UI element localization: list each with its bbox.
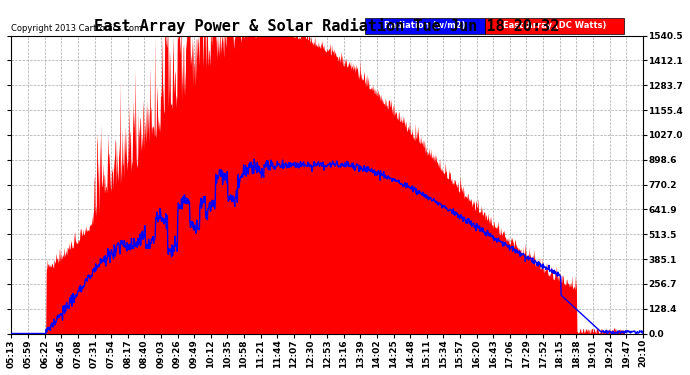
Text: Radiation (w/m2): Radiation (w/m2)	[384, 21, 466, 30]
Text: Copyright 2013 Cartronics.com: Copyright 2013 Cartronics.com	[12, 24, 143, 33]
FancyBboxPatch shape	[485, 18, 624, 34]
FancyBboxPatch shape	[365, 18, 485, 34]
Text: East Array (DC Watts): East Array (DC Watts)	[503, 21, 606, 30]
Title: East Array Power & Solar Radiation Tue Jun 18 20:32: East Array Power & Solar Radiation Tue J…	[95, 18, 560, 34]
